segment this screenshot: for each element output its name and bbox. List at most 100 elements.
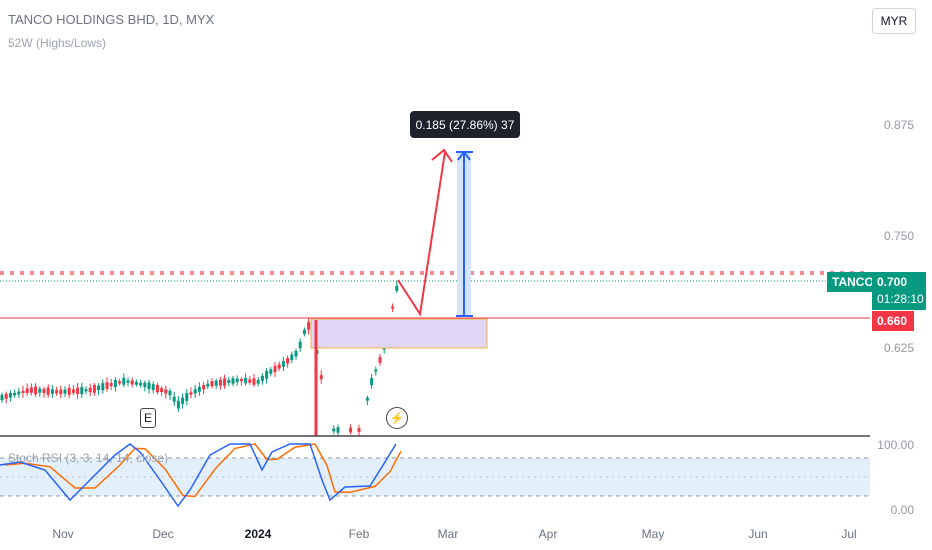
candle[interactable] <box>256 379 260 384</box>
candle[interactable] <box>332 428 336 432</box>
earnings-marker[interactable]: E <box>140 408 156 428</box>
candle[interactable] <box>17 391 21 395</box>
candle[interactable] <box>248 379 252 383</box>
candle[interactable] <box>88 387 92 393</box>
candle[interactable] <box>395 285 399 291</box>
candle[interactable] <box>307 322 311 330</box>
candle[interactable] <box>181 397 185 404</box>
currency-button[interactable]: MYR <box>872 8 916 34</box>
candle[interactable] <box>109 383 113 387</box>
candle[interactable] <box>286 358 290 364</box>
candle[interactable] <box>231 378 235 384</box>
candle[interactable] <box>105 382 109 390</box>
candle[interactable] <box>101 383 105 391</box>
candle[interactable] <box>80 386 84 395</box>
candle[interactable] <box>227 379 231 384</box>
candle[interactable] <box>97 385 101 391</box>
candle[interactable] <box>63 389 67 394</box>
candle[interactable] <box>290 354 294 361</box>
candle[interactable] <box>202 385 206 390</box>
candle[interactable] <box>168 390 172 396</box>
candle[interactable] <box>143 382 147 388</box>
candle[interactable] <box>210 381 214 387</box>
candle[interactable] <box>378 357 382 363</box>
candle[interactable] <box>134 381 138 385</box>
candle[interactable] <box>113 379 117 388</box>
candle[interactable] <box>118 381 122 384</box>
candle[interactable] <box>67 387 71 395</box>
candle[interactable] <box>374 369 378 372</box>
candle[interactable] <box>76 387 80 395</box>
candle[interactable] <box>244 377 248 384</box>
lightning-icon[interactable]: ⚡ <box>386 407 408 429</box>
candle[interactable] <box>151 384 155 391</box>
measure-arrowhead <box>457 150 471 161</box>
candle[interactable] <box>273 365 277 373</box>
candle[interactable] <box>147 382 151 390</box>
candle[interactable] <box>176 400 180 409</box>
candle[interactable] <box>122 377 126 385</box>
projection-path[interactable] <box>397 151 446 317</box>
candle[interactable] <box>160 388 164 392</box>
candle[interactable] <box>21 390 25 394</box>
supply-demand-zone[interactable] <box>310 318 488 349</box>
candle[interactable] <box>50 389 54 394</box>
candle[interactable] <box>239 379 243 382</box>
candle[interactable] <box>55 390 59 394</box>
candle[interactable] <box>193 389 197 394</box>
candle[interactable] <box>235 378 239 383</box>
candle[interactable] <box>281 361 285 367</box>
candle[interactable] <box>130 380 134 385</box>
stoch-k-line[interactable] <box>0 443 397 508</box>
candle[interactable] <box>42 388 46 393</box>
candle[interactable] <box>357 428 361 432</box>
candle[interactable] <box>185 392 189 401</box>
candle[interactable] <box>71 389 75 393</box>
candle[interactable] <box>139 382 143 386</box>
candle[interactable] <box>391 306 395 309</box>
candle[interactable] <box>155 384 159 393</box>
candle[interactable] <box>269 369 273 374</box>
candle[interactable] <box>29 387 33 393</box>
stoch-d-line[interactable] <box>4 443 402 498</box>
candle[interactable] <box>38 388 42 393</box>
candle[interactable] <box>365 397 369 401</box>
candle[interactable] <box>172 396 176 402</box>
candle[interactable] <box>13 392 17 396</box>
candle[interactable] <box>189 392 193 395</box>
stoch-rsi-legend[interactable]: Stoch RSI (3, 3, 14, 14, close) <box>8 451 169 465</box>
symbol-tag[interactable]: TANCO <box>827 272 879 292</box>
candle[interactable] <box>46 387 50 395</box>
chart-legend-title[interactable]: TANCO HOLDINGS BHD, 1D, MYX <box>8 12 215 27</box>
candle[interactable] <box>336 427 340 433</box>
candle[interactable] <box>25 388 29 394</box>
candle[interactable] <box>260 375 264 381</box>
candle[interactable] <box>34 386 38 395</box>
candle[interactable] <box>4 393 8 399</box>
candle[interactable] <box>92 384 96 393</box>
candle[interactable] <box>84 389 88 392</box>
candle[interactable] <box>319 375 323 380</box>
candle[interactable] <box>294 350 298 357</box>
last-price-tag[interactable]: 0.700 01:28:10 <box>872 272 926 310</box>
candle[interactable] <box>218 379 222 386</box>
candle[interactable] <box>265 370 269 379</box>
candle[interactable] <box>223 378 227 386</box>
main-chart[interactable] <box>0 0 870 520</box>
candle[interactable] <box>214 380 218 386</box>
candle[interactable] <box>59 389 63 395</box>
indicator-legend[interactable]: 52W (Highs/Lows) <box>8 36 107 50</box>
candle[interactable] <box>206 383 210 387</box>
candle[interactable] <box>197 386 201 392</box>
candle[interactable] <box>298 341 302 349</box>
candle[interactable] <box>8 392 12 398</box>
level-price-tag[interactable]: 0.660 <box>872 311 914 331</box>
candle[interactable] <box>277 364 281 369</box>
candle[interactable] <box>252 378 256 385</box>
candle[interactable] <box>0 394 4 401</box>
candle[interactable] <box>126 380 130 383</box>
candle[interactable] <box>349 427 353 433</box>
candle[interactable] <box>164 389 168 394</box>
candle[interactable] <box>302 329 306 335</box>
candle[interactable] <box>370 378 374 386</box>
